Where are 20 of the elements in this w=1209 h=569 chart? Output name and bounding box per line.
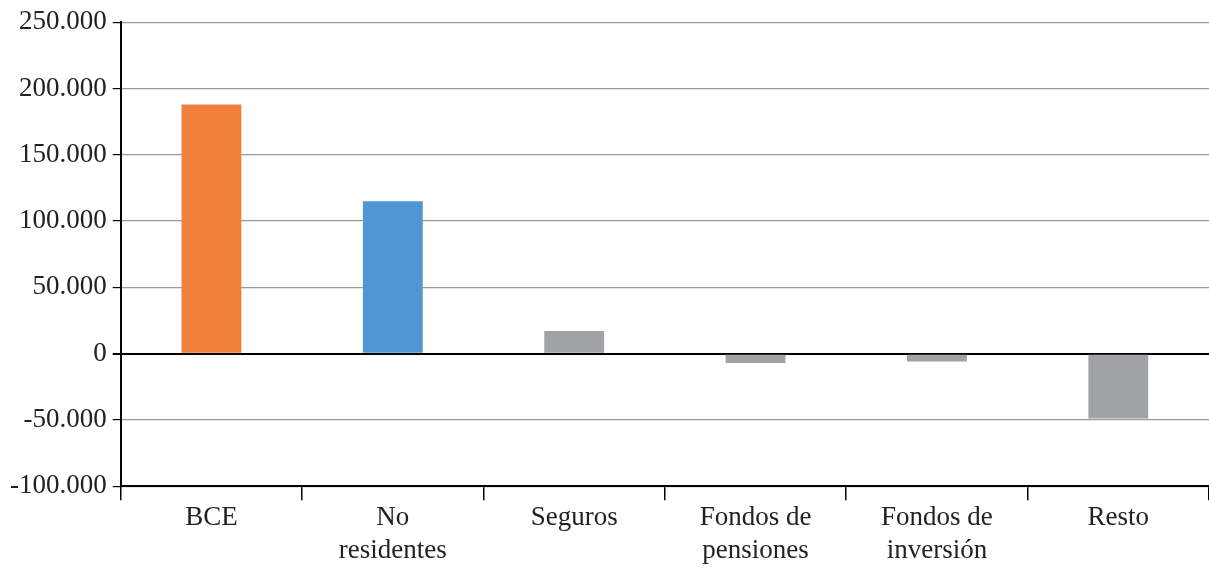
y-tick-label: -100.000 bbox=[9, 469, 107, 500]
x-tick-label: Resto bbox=[1087, 501, 1150, 532]
x-tick-label: Fondos de inversión bbox=[881, 501, 993, 564]
bar bbox=[725, 354, 786, 363]
y-tick-label: 100.000 bbox=[18, 204, 107, 235]
x-tick-label: No residentes bbox=[338, 501, 447, 564]
x-tick-label: Fondos de pensiones bbox=[699, 501, 812, 564]
y-tick-label: -50.000 bbox=[23, 403, 107, 434]
bar bbox=[362, 201, 423, 353]
y-tick-label: 150.000 bbox=[18, 137, 107, 168]
y-tick-label: 0 bbox=[93, 336, 107, 367]
bar bbox=[544, 331, 605, 353]
bar bbox=[907, 354, 967, 362]
bar bbox=[1088, 354, 1149, 419]
x-tick-label: Seguros bbox=[530, 501, 618, 532]
y-tick-label: 250.000 bbox=[18, 5, 107, 36]
bar bbox=[181, 104, 242, 353]
x-tick-label: BCE bbox=[185, 501, 238, 532]
y-tick-label: 50.000 bbox=[32, 270, 107, 301]
y-tick-label: 200.000 bbox=[18, 71, 107, 102]
